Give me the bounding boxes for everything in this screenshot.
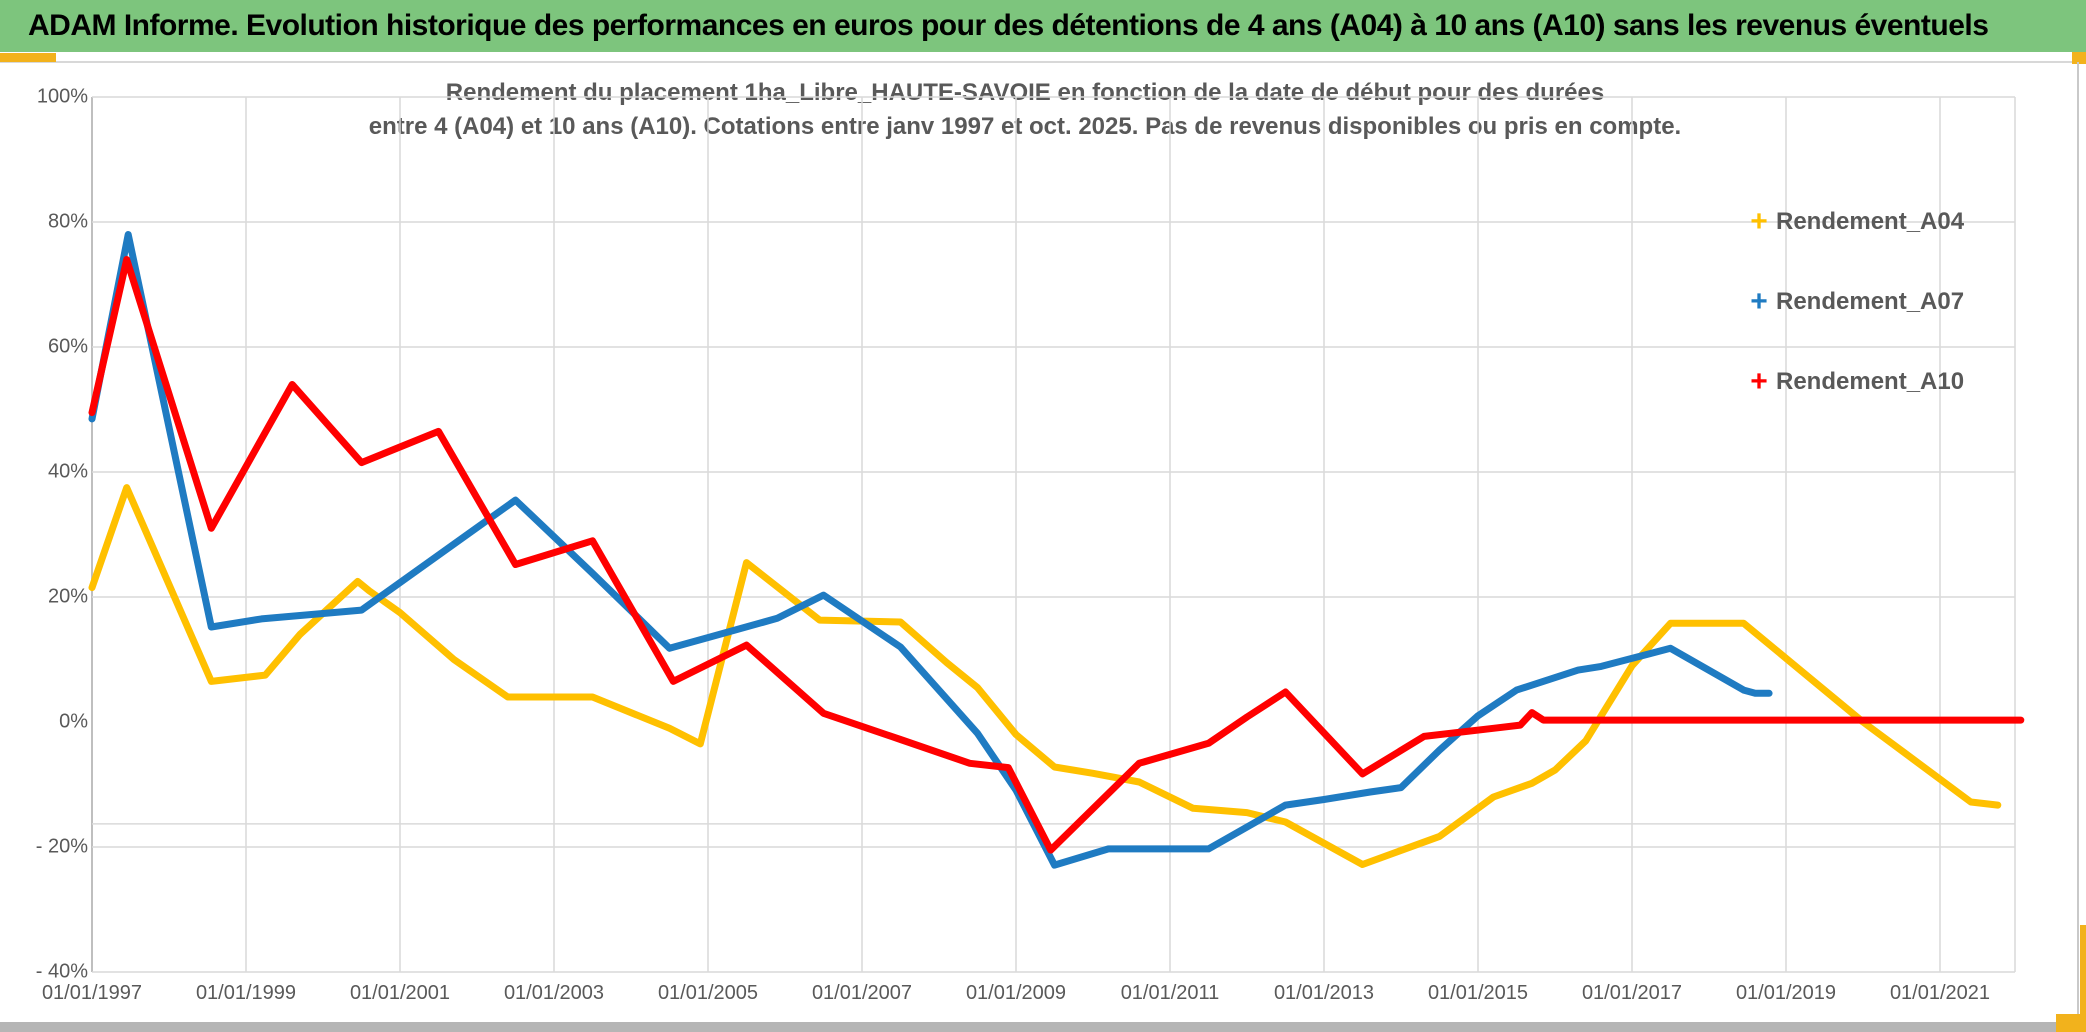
x-tick-label: 01/01/2021: [1889, 982, 1991, 1004]
gold-accent-right: [2080, 925, 2086, 1032]
x-tick-label: 01/01/2007: [811, 982, 913, 1004]
gold-accent-bottom-right: [2056, 1014, 2086, 1032]
legend-plus-marker-icon: +: [1750, 365, 1768, 398]
y-tick-label: 80%: [47, 210, 88, 233]
x-tick-label: 01/01/2009: [965, 982, 1067, 1004]
x-tick-label: 01/01/1999: [195, 982, 297, 1004]
x-tick-label: 01/01/2015: [1427, 982, 1529, 1004]
legend-item-rendement_a04[interactable]: + Rendement_A04: [1742, 196, 2042, 248]
x-tick-label: 01/01/2003: [503, 982, 605, 1004]
legend-item-rendement_a10[interactable]: + Rendement_A10: [1742, 356, 2042, 408]
y-tick-label: 0%: [59, 710, 88, 733]
y-tick-label: 40%: [47, 460, 88, 483]
series-rendement_a07: [88, 231, 1773, 869]
series-rendement_a04: [88, 484, 2002, 868]
y-tick-label: 100%: [36, 85, 88, 108]
legend-label: Rendement_A04: [1776, 208, 1965, 235]
gold-accent-top-right: [2072, 52, 2086, 64]
x-tick-label: 01/01/2017: [1581, 982, 1683, 1004]
y-tick-label: 20%: [47, 585, 88, 608]
title-banner: ADAM Informe. Evolution historique des p…: [0, 0, 2086, 52]
legend-label: Rendement_A10: [1776, 368, 1965, 395]
chart-title-line2: entre 4 (A04) et 10 ans (A10). Cotations…: [368, 113, 1682, 140]
chart-title-line1: Rendement du placement 1ha_Libre_HAUTE-S…: [445, 79, 1605, 106]
y-tick-label: - 20%: [35, 835, 88, 858]
banner-underline: [0, 52, 2086, 63]
banner-title: ADAM Informe. Evolution historique des p…: [28, 9, 1989, 42]
series-rendement_a10: [88, 256, 2025, 854]
x-tick-label: 01/01/2001: [349, 982, 451, 1004]
x-tick-label: 01/01/2019: [1735, 982, 1837, 1004]
y-tick-label: 60%: [47, 335, 88, 358]
legend-plus-marker-icon: +: [1750, 285, 1768, 318]
x-tick-label: 01/01/2011: [1120, 982, 1220, 1004]
gold-accent-left: [0, 53, 56, 62]
legend-plus-marker-icon: +: [1750, 205, 1768, 238]
legend-item-rendement_a07[interactable]: + Rendement_A07: [1742, 276, 2042, 328]
x-tick-label: 01/01/1997: [41, 982, 143, 1004]
x-tick-label: 01/01/2005: [657, 982, 759, 1004]
y-tick-label: - 40%: [35, 960, 88, 983]
x-tick-label: 01/01/2013: [1273, 982, 1375, 1004]
legend-label: Rendement_A07: [1776, 288, 1965, 315]
chart-title: Rendement du placement 1ha_Libre_HAUTE-S…: [250, 76, 1800, 144]
window-right-border: [2077, 62, 2079, 1022]
window-bottom-bar: [0, 1022, 2086, 1032]
chart-legend: + Rendement_A04 + Rendement_A07 + Rendement_A…: [1742, 196, 2042, 436]
